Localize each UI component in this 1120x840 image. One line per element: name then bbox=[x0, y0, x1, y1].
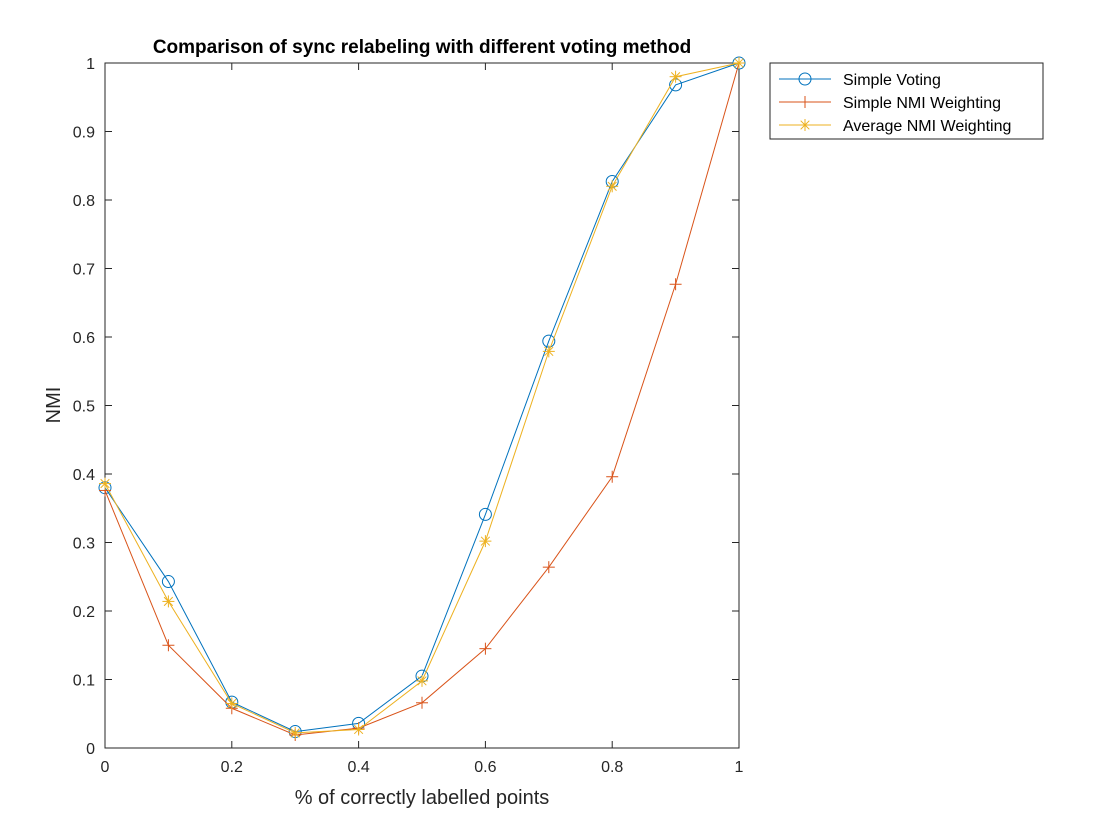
data-point bbox=[733, 57, 745, 69]
x-tick-label: 1 bbox=[735, 759, 744, 776]
data-point bbox=[606, 180, 619, 193]
y-tick-label: 0.4 bbox=[73, 467, 95, 484]
star-marker-d2 bbox=[607, 181, 617, 191]
star-marker-d2 bbox=[417, 676, 427, 686]
star-marker-d2 bbox=[670, 72, 681, 82]
y-axis-title: NMI bbox=[43, 387, 65, 424]
y-tick-label: 0.6 bbox=[73, 330, 95, 347]
legend-entry: Simple Voting bbox=[779, 72, 941, 89]
y-tick-label: 0.9 bbox=[73, 125, 95, 142]
data-point bbox=[162, 595, 175, 608]
star-marker-d2 bbox=[290, 728, 300, 738]
y-tick-label: 0 bbox=[86, 741, 95, 758]
star-marker-d2 bbox=[227, 698, 237, 709]
data-point bbox=[289, 726, 302, 739]
data-point bbox=[479, 535, 492, 548]
data-point bbox=[479, 642, 492, 655]
star-marker-d2 bbox=[163, 596, 174, 607]
plot-area bbox=[104, 62, 740, 749]
legend-label: Average NMI Weighting bbox=[843, 118, 1011, 135]
series-3 bbox=[99, 57, 745, 739]
data-point bbox=[162, 639, 175, 652]
x-tick-label: 0 bbox=[101, 759, 110, 776]
legend-marker bbox=[799, 96, 811, 108]
x-axis-title: % of correctly labelled points bbox=[295, 787, 550, 809]
legend-box bbox=[769, 62, 1044, 140]
data-point bbox=[225, 697, 238, 710]
legend-marker bbox=[798, 72, 812, 86]
x-tick-label: 0.8 bbox=[601, 759, 623, 776]
data-point bbox=[478, 507, 492, 521]
y-tick-label: 0.3 bbox=[73, 536, 95, 553]
star-marker-d2 bbox=[353, 724, 364, 735]
data-point bbox=[99, 477, 111, 490]
data-point bbox=[606, 470, 619, 483]
data-point bbox=[161, 575, 175, 589]
legend-label: Simple Voting bbox=[843, 72, 941, 89]
legend-label: Simple NMI Weighting bbox=[843, 95, 1001, 112]
star-marker-d2 bbox=[544, 346, 554, 357]
star-marker-d2 bbox=[800, 120, 810, 130]
legend-entry: Simple NMI Weighting bbox=[779, 95, 1001, 112]
star-marker-d2 bbox=[480, 536, 491, 546]
legend-entry: Average NMI Weighting bbox=[779, 118, 1011, 135]
legend: Simple Voting Simple NMI Weighting Average… bbox=[769, 62, 1044, 140]
x-tick-label: 0.2 bbox=[221, 759, 243, 776]
data-point bbox=[542, 561, 555, 574]
x-tick-label: 0.6 bbox=[474, 759, 496, 776]
axis-ticks: 0 0.2 0.4 0.6 0.8 1 0 0.1 0.2 0.3 0.4 0.5 0.6 0.7 0.8 0… bbox=[73, 56, 744, 776]
y-tick-label: 0.2 bbox=[73, 604, 95, 621]
x-tick-label: 0.4 bbox=[347, 759, 369, 776]
data-point bbox=[669, 70, 682, 83]
data-series bbox=[98, 56, 746, 741]
y-tick-label: 1 bbox=[86, 56, 95, 73]
chart-title: Comparison of sync relabeling with diffe… bbox=[153, 37, 691, 58]
data-point bbox=[416, 674, 428, 687]
data-point bbox=[669, 278, 682, 291]
y-tick-label: 0.7 bbox=[73, 262, 95, 279]
y-tick-label: 0.5 bbox=[73, 399, 95, 416]
y-tick-label: 0.8 bbox=[73, 193, 95, 210]
legend-marker bbox=[799, 119, 811, 131]
axes-box bbox=[104, 62, 740, 749]
star-marker-d2 bbox=[734, 58, 744, 68]
data-point bbox=[542, 345, 555, 358]
data-point bbox=[352, 723, 365, 736]
y-tick-label: 0.1 bbox=[73, 673, 95, 690]
star-marker-d2 bbox=[100, 478, 110, 489]
data-point bbox=[416, 696, 428, 709]
